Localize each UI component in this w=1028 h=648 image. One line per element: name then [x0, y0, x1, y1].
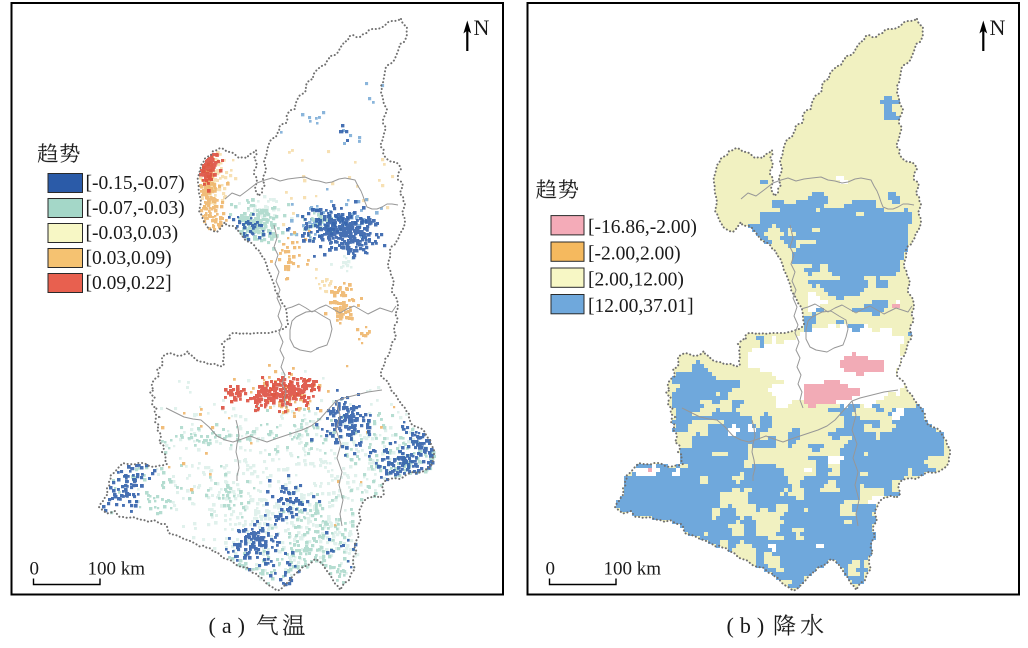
svg-text:[-16.86,-2.00): [-16.86,-2.00): [588, 217, 697, 238]
svg-text:0: 0: [546, 559, 556, 580]
svg-text:[2.00,12.00): [2.00,12.00): [588, 269, 684, 290]
svg-text:[0.09,0.22]: [0.09,0.22]: [86, 273, 172, 294]
svg-text:(a): (a): [209, 613, 251, 638]
svg-text:[12.00,37.01]: [12.00,37.01]: [588, 296, 694, 317]
svg-text:[0.03,0.09): [0.03,0.09): [86, 248, 172, 269]
svg-text:100 km: 100 km: [88, 559, 146, 580]
svg-text:N: N: [990, 15, 1006, 40]
svg-text:[-2.00,2.00): [-2.00,2.00): [588, 243, 681, 264]
svg-text:N: N: [474, 15, 490, 40]
svg-text:0: 0: [30, 559, 40, 580]
svg-text:100 km: 100 km: [604, 559, 662, 580]
svg-text:(b): (b): [727, 613, 771, 638]
svg-text:[-0.15,-0.07): [-0.15,-0.07): [86, 173, 185, 194]
svg-text:[-0.03,0.03): [-0.03,0.03): [86, 223, 179, 244]
svg-text:[-0.07,-0.03): [-0.07,-0.03): [86, 198, 185, 219]
